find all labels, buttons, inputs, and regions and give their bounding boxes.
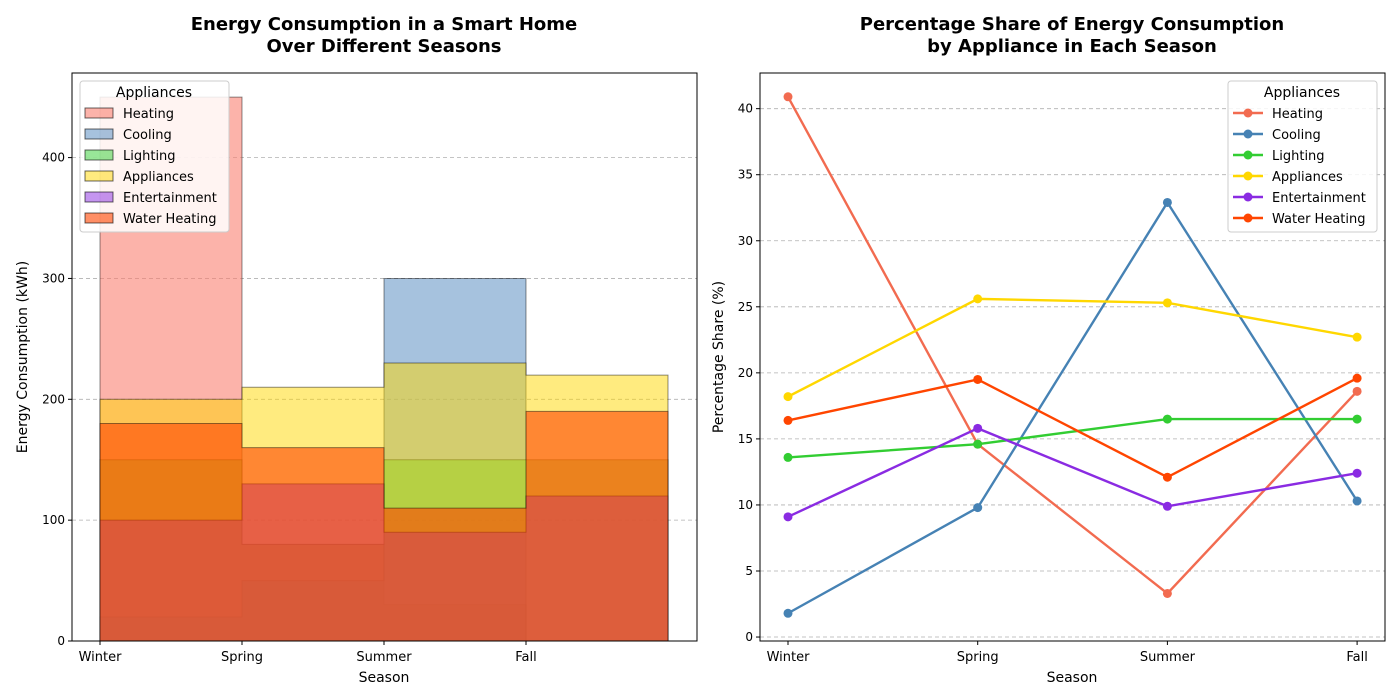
right-y-tick-label: 35 — [738, 168, 753, 182]
right-legend-marker — [1243, 171, 1253, 181]
point-lighting — [1352, 414, 1362, 424]
title-line: Percentage Share of Energy Consumption — [860, 14, 1284, 35]
line-heating — [786, 96, 1358, 596]
point-lighting — [973, 439, 983, 449]
left-legend-swatch — [84, 170, 114, 182]
left-y-axis-label: Energy Consumption (kWh) — [15, 261, 31, 453]
point-cooling — [1352, 496, 1362, 506]
left-legend-label: Cooling — [123, 128, 172, 143]
point-entertainment — [1162, 501, 1172, 511]
right-y-tick-label: 5 — [745, 564, 753, 578]
point-water-heating — [973, 374, 983, 384]
right-y-tick-label: 25 — [738, 300, 753, 314]
right-y-tick-label: 40 — [738, 102, 753, 116]
left-x-tick-label: Fall — [515, 650, 536, 665]
point-water-heating — [1352, 373, 1362, 383]
point-appliances — [1162, 298, 1172, 308]
title-line: Energy Consumption in a Smart Home — [191, 14, 578, 35]
left-chart-stepped-area: Energy Consumption in a Smart Home Over D… — [15, 14, 698, 686]
right-x-tick-label: Spring — [957, 650, 999, 665]
title-line: Over Different Seasons — [267, 36, 502, 57]
point-cooling — [973, 503, 983, 513]
left-chart-title: Energy Consumption in a Smart Home Over D… — [191, 14, 578, 57]
right-x-tick-label: Summer — [1140, 650, 1196, 665]
right-y-tick-label: 10 — [738, 498, 753, 512]
line-water-heating — [787, 377, 1358, 479]
left-x-axis-label: Season — [359, 670, 410, 686]
point-water-heating — [783, 415, 793, 425]
point-appliances — [783, 392, 793, 402]
right-legend-marker — [1243, 129, 1253, 139]
area-water-heating — [99, 410, 669, 642]
right-plot-frame — [759, 72, 1386, 642]
right-legend-marker — [1243, 108, 1253, 118]
left-y-tick-label: 300 — [42, 271, 65, 285]
point-appliances — [973, 294, 983, 304]
right-chart-title: Percentage Share of Energy Consumption by… — [860, 14, 1284, 57]
right-legend: Appliances Heating Cooling Lighting Applianc… — [1227, 80, 1378, 233]
left-x-tick-label: Summer — [356, 650, 412, 665]
right-chart-line: Percentage Share of Energy Consumption by… — [711, 14, 1386, 686]
left-legend-label: Heating — [123, 107, 174, 122]
right-x-tick-label: Fall — [1346, 650, 1367, 665]
line-cooling — [787, 200, 1359, 615]
line-appliances — [787, 297, 1358, 398]
point-appliances — [1352, 332, 1362, 342]
left-legend-label: Water Heating — [123, 212, 217, 227]
right-legend-title: Appliances — [1264, 85, 1340, 101]
point-heating — [1162, 588, 1172, 598]
point-entertainment — [783, 512, 793, 522]
left-y-tick-label: 0 — [57, 634, 65, 648]
right-legend-marker — [1243, 150, 1253, 160]
right-y-tick-label: 20 — [738, 366, 753, 380]
left-y-tick-label: 200 — [42, 392, 65, 406]
right-legend-marker — [1243, 213, 1253, 223]
right-legend-label: Heating — [1272, 107, 1323, 122]
right-legend-label: Entertainment — [1272, 191, 1366, 206]
right-legend-label: Water Heating — [1272, 212, 1366, 227]
title-line: by Appliance in Each Season — [927, 36, 1217, 57]
left-legend: Appliances Heating Cooling Lighting Applianc… — [79, 80, 230, 233]
right-legend-label: Appliances — [1272, 170, 1343, 185]
right-y-tick-label: 30 — [738, 234, 753, 248]
right-x-tick-label: Winter — [767, 650, 811, 665]
left-legend-swatch — [84, 149, 114, 161]
point-water-heating — [1162, 472, 1172, 482]
right-y-tick-label: 0 — [745, 630, 753, 644]
right-legend-box — [1227, 80, 1378, 233]
left-legend-swatch — [84, 107, 114, 119]
right-legend-marker — [1243, 192, 1253, 202]
right-legend-label: Cooling — [1272, 128, 1321, 143]
right-y-axis-label: Percentage Share (%) — [711, 281, 727, 433]
right-y-tick-label: 15 — [738, 432, 753, 446]
left-legend-label: Entertainment — [123, 191, 217, 206]
point-heating — [783, 92, 793, 102]
point-cooling — [1162, 197, 1172, 207]
right-legend-label: Lighting — [1272, 149, 1325, 164]
left-legend-label: Appliances — [123, 170, 194, 185]
line-entertainment — [787, 427, 1358, 518]
left-legend-swatch — [84, 212, 114, 224]
line-lighting — [787, 417, 1358, 459]
left-legend-swatch — [84, 128, 114, 140]
left-y-tick-label: 400 — [42, 151, 65, 165]
left-x-tick-label: Spring — [221, 650, 263, 665]
point-entertainment — [973, 423, 983, 433]
left-y-tick-label: 100 — [42, 513, 65, 527]
left-x-tick-label: Winter — [79, 650, 123, 665]
right-x-axis-label: Season — [1047, 670, 1098, 686]
left-legend-label: Lighting — [123, 149, 176, 164]
left-legend-box — [79, 80, 230, 233]
point-lighting — [783, 452, 793, 462]
point-lighting — [1162, 414, 1172, 424]
point-entertainment — [1352, 468, 1362, 478]
point-cooling — [783, 608, 793, 618]
left-legend-swatch — [84, 191, 114, 203]
left-legend-title: Appliances — [116, 85, 192, 101]
point-heating — [1352, 386, 1362, 396]
